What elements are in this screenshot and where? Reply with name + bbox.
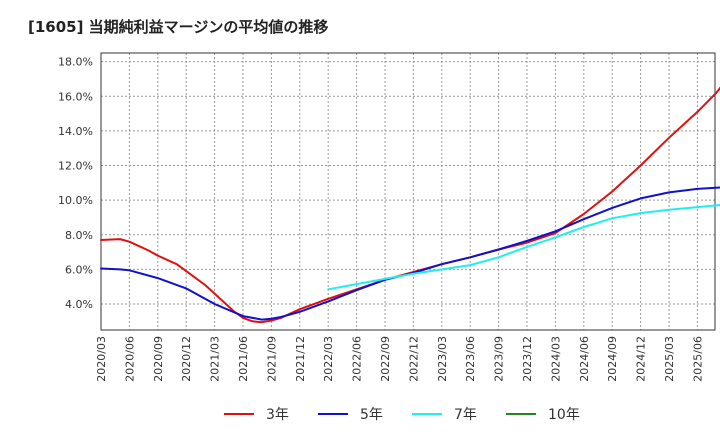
legend-label: 10年	[548, 407, 580, 423]
x-tick-label: 2024/09	[606, 336, 619, 382]
series-line	[327, 204, 720, 291]
x-tick-label: 2021/03	[209, 336, 222, 382]
x-tick-label: 2022/03	[322, 336, 335, 382]
x-tick-label: 2024/03	[549, 336, 562, 382]
axes: 2020/03 2020/06 2020/09 2020/12 2021/03 2021/…	[58, 52, 716, 382]
x-tick-label: 2024/12	[635, 336, 648, 382]
series-line	[100, 186, 720, 321]
chart-title: [1605] 当期純利益マージンの平均値の推移	[28, 18, 328, 36]
x-tick-label: 2022/09	[379, 336, 392, 382]
x-tick-label: 2023/12	[521, 336, 534, 382]
y-tick-label: 10.0%	[58, 194, 93, 207]
x-tick-label: 2020/09	[152, 336, 165, 382]
x-tick-label: 2021/09	[265, 336, 278, 382]
x-tick-label: 2022/12	[407, 336, 420, 382]
y-tick-label: 18.0%	[58, 56, 93, 69]
x-tick-label: 2023/06	[464, 336, 477, 382]
x-tick-label: 2020/03	[95, 336, 108, 382]
y-tick-label: 6.0%	[65, 263, 93, 276]
legend-label: 5年	[360, 407, 383, 423]
x-tick-label: 2023/03	[436, 336, 449, 382]
legend: 3年 5年 7年 10年	[224, 407, 580, 423]
y-tick-label: 16.0%	[58, 90, 93, 103]
x-tick-label: 2020/12	[180, 336, 193, 382]
y-tick-label: 14.0%	[58, 125, 93, 138]
grid	[100, 53, 715, 330]
x-tick-label: 2022/06	[351, 336, 364, 382]
x-tick-label: 2021/06	[237, 336, 250, 382]
x-tick-label: 2025/06	[691, 336, 704, 382]
plot-frame	[100, 52, 716, 331]
x-tick-label: 2025/03	[663, 336, 676, 382]
x-tick-label: 2023/09	[493, 336, 506, 382]
legend-label: 3年	[266, 407, 289, 423]
x-tick-label: 2021/12	[294, 336, 307, 382]
x-tick-label: 2020/06	[123, 336, 136, 382]
series-lines	[100, 86, 720, 324]
x-tick-label: 2024/06	[578, 336, 591, 382]
y-tick-label: 12.0%	[58, 160, 93, 173]
legend-label: 7年	[454, 407, 477, 423]
series-line	[100, 86, 720, 324]
y-tick-label: 4.0%	[65, 298, 93, 311]
y-tick-label: 8.0%	[65, 229, 93, 242]
